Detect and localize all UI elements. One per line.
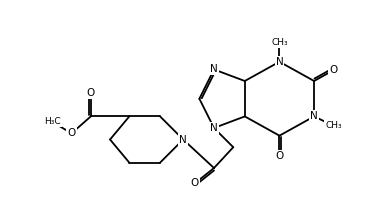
Text: O: O <box>191 178 199 189</box>
Text: O: O <box>87 88 95 98</box>
Text: N: N <box>276 57 283 67</box>
Text: O: O <box>67 128 76 138</box>
Text: N: N <box>210 123 218 133</box>
Text: CH₃: CH₃ <box>271 38 288 47</box>
Text: N: N <box>310 111 318 121</box>
Text: N: N <box>179 135 187 144</box>
Text: N: N <box>210 65 218 75</box>
Text: H₃C: H₃C <box>44 117 61 126</box>
Text: O: O <box>329 65 337 75</box>
Text: CH₃: CH₃ <box>325 121 342 130</box>
Text: O: O <box>276 151 283 161</box>
